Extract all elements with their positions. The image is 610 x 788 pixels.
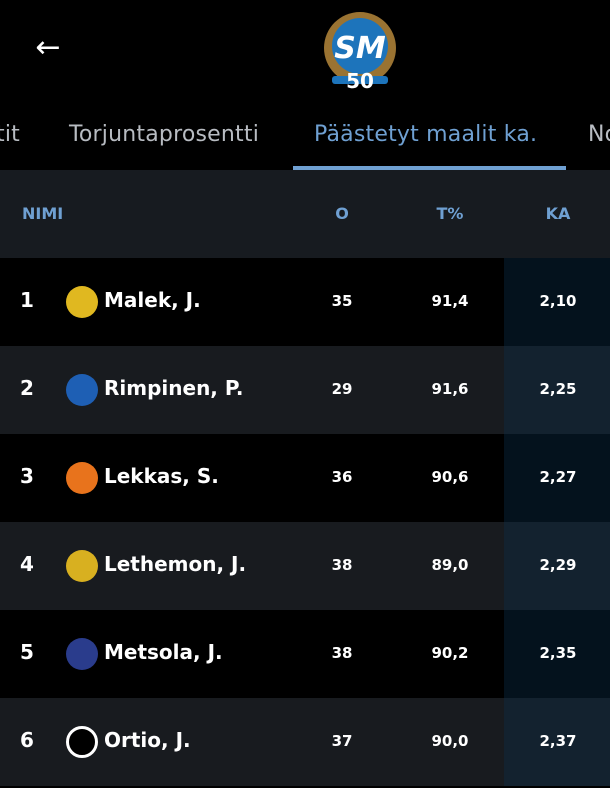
player-name[interactable]: Metsola, J. — [104, 640, 223, 664]
svg-text:50: 50 — [346, 69, 374, 93]
rank: 3 — [20, 464, 34, 488]
player-name[interactable]: Malek, J. — [104, 288, 201, 312]
rank: 4 — [20, 552, 34, 576]
svg-text:SM: SM — [334, 31, 386, 66]
table-row[interactable]: 1 Malek, J. 35 91,4 2,10 — [0, 258, 610, 346]
save-percent-value: 91,4 — [431, 292, 469, 310]
tab-torjuntaprosentti[interactable]: Torjuntaprosentti — [69, 122, 260, 147]
column-o[interactable]: O — [335, 204, 349, 223]
arrow-left-icon: ← — [35, 30, 61, 65]
gaa-value: 2,37 — [539, 732, 577, 750]
table-header: NIMI O T% KA — [0, 170, 610, 258]
rank: 2 — [20, 376, 34, 400]
ka-column-highlight — [504, 434, 610, 522]
team-logo-icon — [66, 550, 98, 582]
stat-tabs: tit Torjuntaprosentti Päästetyt maalit k… — [0, 110, 610, 170]
ka-column-highlight — [504, 698, 610, 786]
player-name[interactable]: Lethemon, J. — [104, 552, 247, 576]
tab-paastetyt-maalit[interactable]: Päästetyt maalit ka. — [314, 122, 538, 147]
gaa-value: 2,35 — [539, 644, 577, 662]
tab-partial-right[interactable]: No — [588, 122, 610, 147]
team-logo-icon — [66, 462, 98, 494]
games-value: 36 — [331, 468, 353, 486]
league-logo: SM 50 — [324, 12, 396, 93]
back-button[interactable]: ← — [30, 30, 66, 66]
team-logo-icon — [66, 374, 98, 406]
table-row[interactable]: 3 Lekkas, S. 36 90,6 2,27 — [0, 434, 610, 522]
ka-column-highlight — [504, 522, 610, 610]
games-value: 38 — [331, 644, 353, 662]
active-tab-indicator — [293, 166, 566, 170]
table-row[interactable]: 5 Metsola, J. 38 90,2 2,35 — [0, 610, 610, 698]
rank: 5 — [20, 640, 34, 664]
top-bar: ← SM 50 — [0, 0, 610, 100]
games-value: 35 — [331, 292, 353, 310]
save-percent-value: 89,0 — [431, 556, 469, 574]
games-value: 29 — [331, 380, 353, 398]
save-percent-value: 91,6 — [431, 380, 469, 398]
player-name[interactable]: Lekkas, S. — [104, 464, 219, 488]
table-row[interactable]: 6 Ortio, J. 37 90,0 2,37 — [0, 698, 610, 786]
gaa-value: 2,29 — [539, 556, 577, 574]
team-logo-icon — [66, 638, 98, 670]
ka-column-highlight — [504, 346, 610, 434]
games-value: 38 — [331, 556, 353, 574]
save-percent-value: 90,0 — [431, 732, 469, 750]
team-logo-icon — [66, 726, 98, 758]
rank: 1 — [20, 288, 34, 312]
column-ka[interactable]: KA — [545, 204, 571, 223]
save-percent-value: 90,2 — [431, 644, 469, 662]
ka-column-highlight — [504, 258, 610, 346]
tab-partial-left[interactable]: tit — [0, 122, 20, 147]
gaa-value: 2,25 — [539, 380, 577, 398]
column-nimi[interactable]: NIMI — [22, 204, 64, 223]
ka-column-highlight — [504, 610, 610, 698]
column-t-percent[interactable]: T% — [436, 204, 464, 223]
gaa-value: 2,27 — [539, 468, 577, 486]
save-percent-value: 90,6 — [431, 468, 469, 486]
gaa-value: 2,10 — [539, 292, 577, 310]
rank: 6 — [20, 728, 34, 752]
games-value: 37 — [331, 732, 353, 750]
table-row[interactable]: 2 Rimpinen, P. 29 91,6 2,25 — [0, 346, 610, 434]
player-name[interactable]: Ortio, J. — [104, 728, 191, 752]
team-logo-icon — [66, 286, 98, 318]
player-name[interactable]: Rimpinen, P. — [104, 376, 244, 400]
table-row[interactable]: 4 Lethemon, J. 38 89,0 2,29 — [0, 522, 610, 610]
